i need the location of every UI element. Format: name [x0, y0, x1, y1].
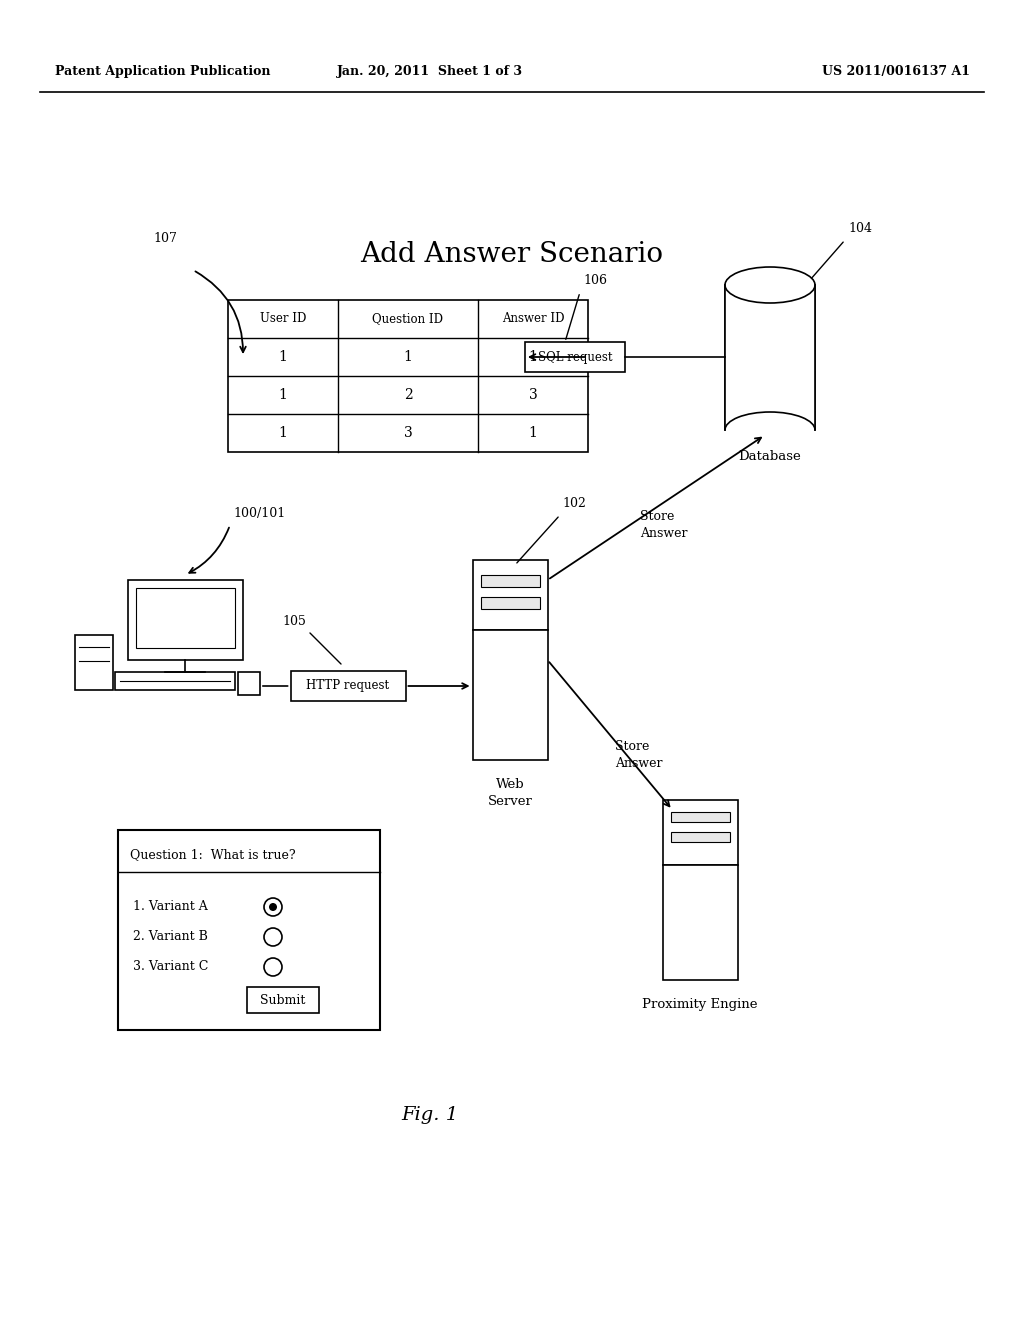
- Text: 106: 106: [583, 275, 607, 286]
- Text: 105: 105: [283, 615, 306, 628]
- Text: Question 1:  What is true?: Question 1: What is true?: [130, 847, 296, 861]
- Circle shape: [264, 898, 282, 916]
- Bar: [525, 342, 625, 372]
- Text: Question ID: Question ID: [373, 313, 443, 326]
- Text: 1: 1: [403, 350, 413, 364]
- Text: 104: 104: [848, 222, 872, 235]
- Text: Answer ID: Answer ID: [502, 313, 564, 326]
- Bar: [118, 830, 380, 1030]
- Bar: [75, 635, 113, 690]
- Text: 1: 1: [528, 426, 538, 440]
- Bar: [671, 832, 729, 842]
- Ellipse shape: [725, 267, 815, 304]
- Text: HTTP request: HTTP request: [306, 680, 389, 693]
- Bar: [480, 597, 540, 609]
- Bar: [472, 560, 548, 630]
- Text: 1: 1: [279, 350, 288, 364]
- Text: Proximity Engine: Proximity Engine: [642, 998, 758, 1011]
- Bar: [725, 285, 815, 430]
- Bar: [228, 300, 588, 451]
- Text: US 2011/0016137 A1: US 2011/0016137 A1: [822, 66, 970, 78]
- Text: 2. Variant B: 2. Variant B: [133, 931, 208, 944]
- Text: 1: 1: [528, 350, 538, 364]
- Bar: [128, 579, 243, 660]
- Text: 1: 1: [279, 388, 288, 403]
- Bar: [663, 800, 737, 865]
- Bar: [247, 987, 319, 1012]
- Text: 3: 3: [528, 388, 538, 403]
- Text: 107: 107: [153, 232, 177, 246]
- Bar: [671, 812, 729, 822]
- Bar: [472, 630, 548, 760]
- Text: 3. Variant C: 3. Variant C: [133, 961, 208, 974]
- Bar: [291, 671, 406, 701]
- Bar: [238, 672, 260, 696]
- Text: 102: 102: [562, 498, 586, 510]
- Bar: [115, 672, 234, 690]
- Text: Store
Answer: Store Answer: [640, 510, 687, 540]
- Text: 3: 3: [403, 426, 413, 440]
- Text: Web
Server: Web Server: [487, 777, 532, 808]
- Text: 1. Variant A: 1. Variant A: [133, 900, 208, 913]
- Text: 100/101: 100/101: [233, 507, 286, 520]
- Circle shape: [269, 903, 278, 911]
- Text: Jan. 20, 2011  Sheet 1 of 3: Jan. 20, 2011 Sheet 1 of 3: [337, 66, 523, 78]
- Text: SQL request: SQL request: [538, 351, 612, 363]
- Text: Submit: Submit: [260, 994, 306, 1006]
- Text: 2: 2: [403, 388, 413, 403]
- Text: Add Answer Scenario: Add Answer Scenario: [360, 242, 664, 268]
- Text: Store
Answer: Store Answer: [615, 741, 663, 770]
- Text: 1: 1: [279, 426, 288, 440]
- Bar: [480, 576, 540, 587]
- Bar: [135, 587, 234, 648]
- Text: Patent Application Publication: Patent Application Publication: [55, 66, 270, 78]
- Text: Database: Database: [738, 450, 802, 463]
- Text: Fig. 1: Fig. 1: [401, 1106, 459, 1125]
- Circle shape: [264, 958, 282, 975]
- Circle shape: [264, 928, 282, 946]
- Text: User ID: User ID: [260, 313, 306, 326]
- Bar: [663, 865, 737, 979]
